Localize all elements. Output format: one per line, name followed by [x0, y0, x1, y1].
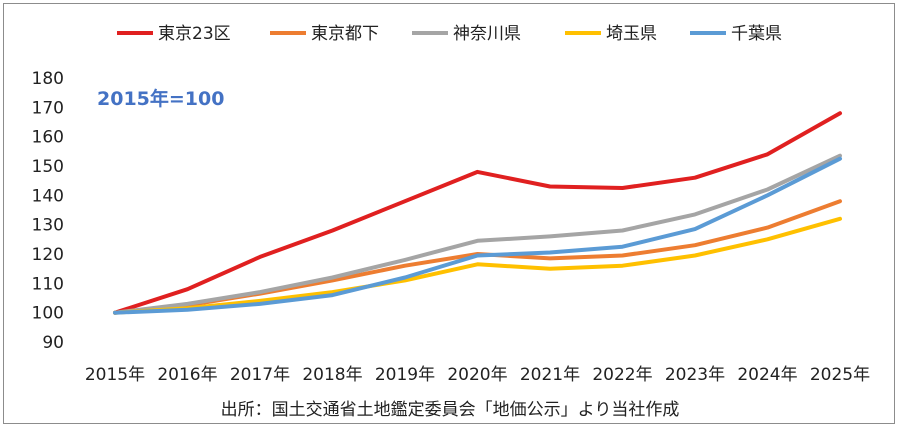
series-line-2	[113, 153, 842, 315]
y-tick-label: 110	[32, 274, 64, 294]
x-tick-label: 2021年	[520, 365, 580, 385]
x-tick-label: 2020年	[447, 365, 507, 385]
y-axis: 90 100 110 120 130 140 150 160 170 180	[32, 69, 64, 353]
source-note: 出所：国土交通省土地鑑定委員会「地価公示」より当社作成	[221, 400, 680, 420]
x-axis: 2015年 2016年 2017年 2018年 2019年 2020年 2021年 2022年…	[85, 365, 870, 385]
y-tick-label: 180	[32, 69, 64, 89]
series-layer	[113, 111, 842, 315]
y-tick-label: 130	[32, 216, 64, 236]
legend-label: 千葉県	[731, 24, 782, 44]
series-line-4	[113, 156, 842, 315]
y-tick-label: 140	[32, 186, 64, 206]
legend-label: 東京都下	[311, 24, 379, 44]
legend-label: 東京23区	[158, 24, 231, 44]
series-line-0	[113, 111, 842, 315]
y-tick-label: 100	[32, 304, 64, 324]
legend: 東京23区 東京都下 神奈川県 埼玉県 千葉県	[117, 24, 782, 44]
x-tick-label: 2018年	[302, 365, 362, 385]
x-tick-label: 2024年	[737, 365, 797, 385]
y-tick-label: 90	[42, 333, 64, 353]
x-tick-label: 2017年	[230, 365, 290, 385]
y-tick-label: 160	[32, 128, 64, 148]
x-tick-label: 2023年	[665, 365, 725, 385]
series-line-3	[113, 216, 842, 315]
legend-label: 神奈川県	[453, 24, 521, 44]
x-tick-label: 2025年	[810, 365, 870, 385]
legend-label: 埼玉県	[606, 24, 657, 44]
y-tick-label: 120	[32, 245, 64, 265]
y-tick-label: 170	[32, 98, 64, 118]
chart-annotation: 2015年=100	[97, 87, 224, 110]
x-tick-label: 2016年	[157, 365, 217, 385]
y-tick-label: 150	[32, 157, 64, 177]
x-tick-label: 2015年	[85, 365, 145, 385]
x-tick-label: 2019年	[375, 365, 435, 385]
chart-frame	[3, 3, 895, 424]
x-tick-label: 2022年	[592, 365, 652, 385]
